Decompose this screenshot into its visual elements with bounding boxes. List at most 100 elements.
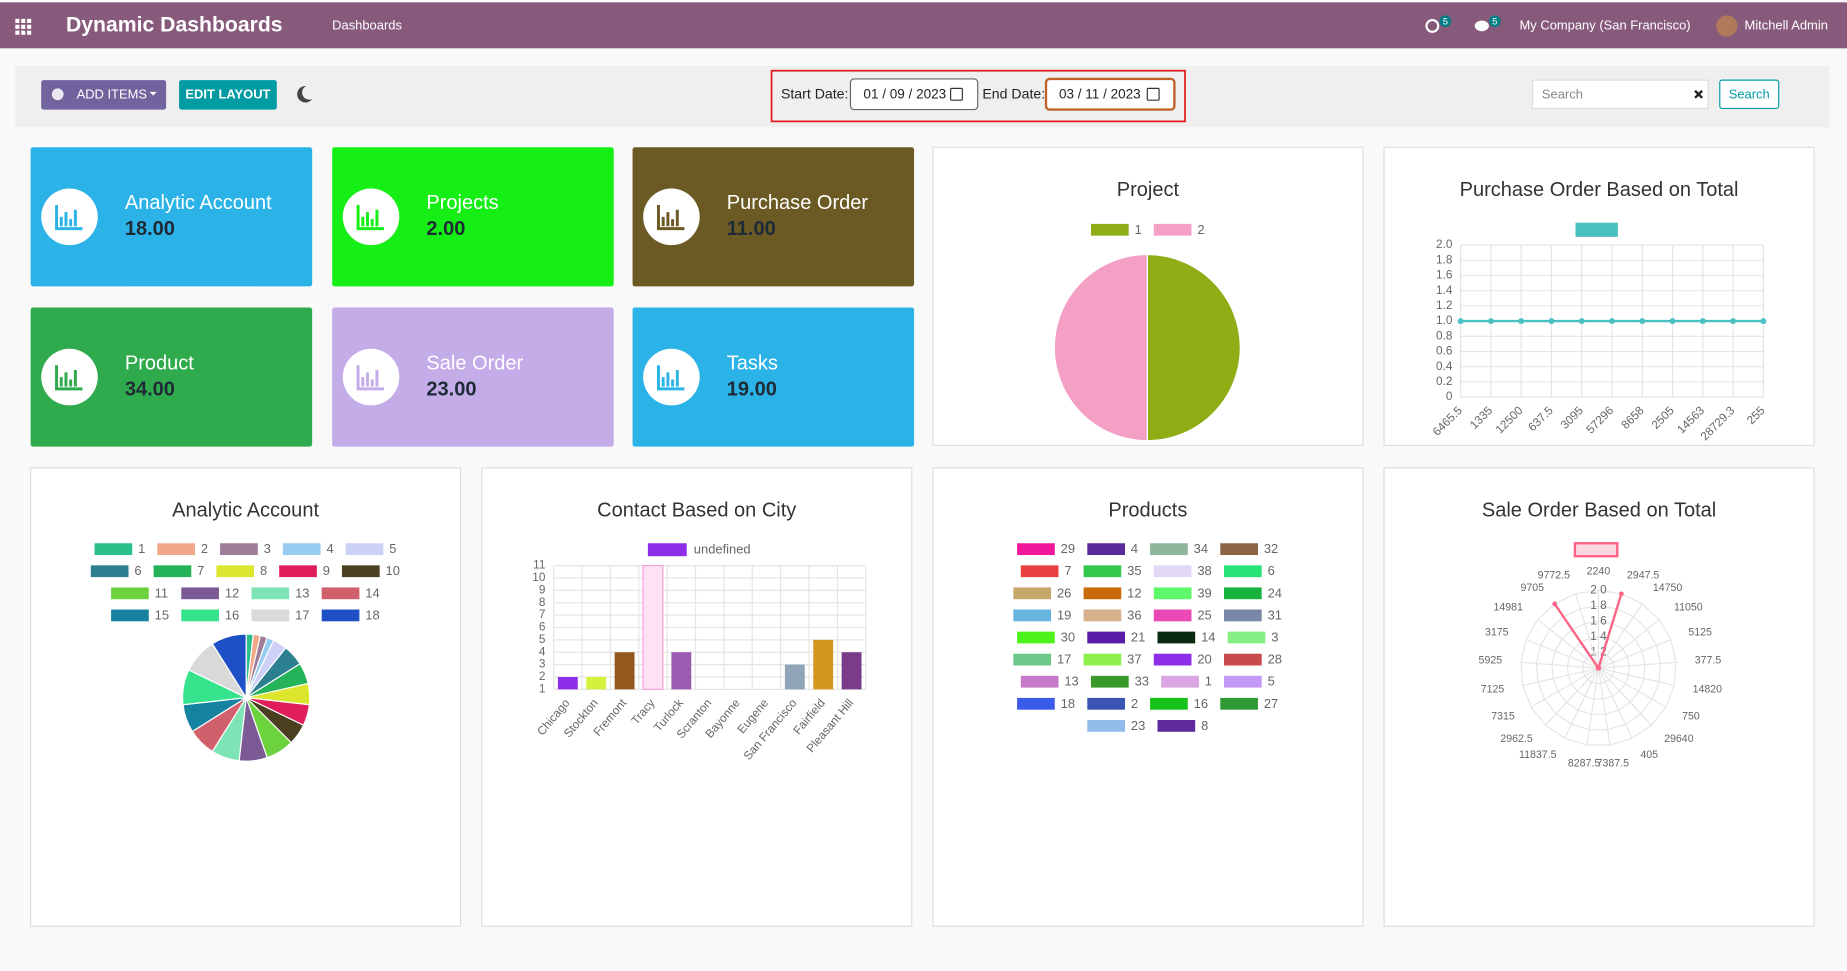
legend-label: 2	[1131, 696, 1138, 711]
legend-swatch	[1017, 697, 1055, 710]
legend-swatch	[1150, 697, 1188, 710]
legend-swatch	[220, 543, 258, 556]
app-title[interactable]: Dynamic Dashboards	[66, 14, 283, 37]
legend-label: 28	[1268, 652, 1282, 667]
legend-label: 1	[1135, 222, 1142, 237]
pie-slice	[211, 633, 247, 700]
y-tick-label: 0.2	[1436, 375, 1452, 388]
radar-label: 14820	[1693, 683, 1723, 695]
tile-title: Analytic Account	[125, 192, 272, 214]
bar	[557, 676, 578, 690]
tile-icon	[356, 205, 385, 231]
legend-swatch	[1013, 609, 1052, 622]
user-avatar[interactable]	[1716, 15, 1738, 37]
tile-value: 23.00	[426, 378, 476, 400]
legend-label: 18	[365, 607, 379, 622]
apps-menu-icon[interactable]	[15, 18, 32, 35]
bar	[586, 676, 607, 690]
legend-swatch	[251, 609, 290, 622]
legend-label: 34	[1194, 541, 1208, 556]
tile[interactable]	[30, 147, 313, 287]
legend-swatch	[1087, 543, 1125, 556]
legend-label: 6	[1268, 563, 1275, 578]
legend-label: 4	[326, 541, 333, 556]
tile-value: 18.00	[125, 218, 175, 240]
edit-layout-button[interactable]: EDIT LAYOUT	[179, 80, 277, 110]
legend-swatch	[1020, 565, 1059, 578]
chart-card	[481, 467, 913, 927]
chart-title: Products	[1108, 500, 1187, 522]
legend-swatch	[1153, 223, 1192, 236]
line-point	[1760, 318, 1767, 325]
legend-label: 37	[1127, 652, 1141, 667]
legend-label: 36	[1127, 607, 1141, 622]
activity-icon[interactable]: 5	[1425, 15, 1452, 33]
legend-swatch	[1223, 675, 1262, 688]
y-tick-label: 8	[539, 596, 546, 609]
menu-dashboards[interactable]: Dashboards	[332, 17, 402, 32]
y-tick-label: 1.0	[1436, 314, 1453, 327]
legend-swatch	[94, 543, 133, 556]
legend-swatch	[1020, 675, 1059, 688]
tile-value: 11.00	[727, 218, 776, 240]
legend-swatch	[1227, 631, 1266, 644]
legend-swatch	[345, 543, 384, 556]
legend-swatch	[1153, 609, 1192, 622]
radar-point	[1619, 591, 1624, 597]
legend-swatch	[1220, 543, 1258, 556]
tile[interactable]	[332, 147, 614, 287]
y-tick-label: 1.6	[1436, 269, 1453, 282]
legend-swatch	[341, 565, 380, 578]
radar-spoke	[1597, 603, 1643, 669]
bar	[614, 652, 635, 690]
dark-mode-toggle[interactable]	[297, 85, 313, 103]
legend-swatch	[153, 565, 192, 578]
legend-swatch	[1017, 543, 1055, 556]
company-switcher[interactable]: My Company (San Francisco)	[1520, 17, 1691, 32]
legend-swatch	[1157, 720, 1196, 732]
y-tick-label: 0.4	[1436, 360, 1453, 373]
tile[interactable]	[30, 307, 313, 447]
tile[interactable]	[632, 307, 915, 447]
legend-label: undefined	[694, 542, 751, 557]
line-point	[1609, 318, 1615, 325]
legend-label: 32	[1264, 541, 1278, 556]
legend-label: 38	[1197, 563, 1211, 578]
start-date-input[interactable]: 01 / 09 / 2023	[849, 78, 979, 111]
user-menu[interactable]: Mitchell Admin	[1745, 17, 1828, 32]
radar-grid-ring	[1520, 589, 1677, 746]
bar	[813, 639, 834, 690]
y-tick-label: 2	[539, 670, 546, 683]
messages-icon[interactable]: 5	[1474, 15, 1501, 32]
legend-swatch	[1013, 587, 1052, 600]
tile-icon	[356, 365, 385, 391]
radar-spoke	[1520, 661, 1599, 669]
legend-label: 31	[1268, 607, 1282, 622]
line-point	[1548, 318, 1555, 325]
legend-swatch	[111, 587, 149, 600]
tile[interactable]	[632, 147, 915, 287]
legend-swatch	[181, 587, 219, 600]
tile[interactable]	[332, 307, 614, 447]
end-date-input[interactable]: 03 / 11 / 2023	[1044, 77, 1176, 111]
add-items-button[interactable]: ADD ITEMS	[41, 80, 167, 110]
search-button-label: Search	[1729, 86, 1770, 101]
tile-icon	[656, 365, 685, 391]
search-input[interactable]: Search	[1531, 79, 1709, 110]
legend-swatch	[1091, 223, 1129, 236]
radar-spoke	[1597, 667, 1633, 739]
legend-swatch	[251, 587, 290, 600]
legend-label: 35	[1127, 563, 1141, 578]
date-filter-highlight	[770, 69, 1186, 123]
legend-label: 19	[1057, 607, 1071, 622]
radar-spoke	[1598, 667, 1675, 687]
bar	[784, 664, 805, 690]
radar-spoke	[1598, 639, 1672, 669]
line-point	[1730, 318, 1737, 325]
activity-badge: 5	[1443, 15, 1448, 26]
start-date-value: 01 / 09 / 2023	[863, 86, 946, 101]
search-button[interactable]: Search	[1719, 79, 1780, 110]
legend-swatch	[1575, 222, 1618, 237]
legend-swatch	[111, 609, 149, 622]
